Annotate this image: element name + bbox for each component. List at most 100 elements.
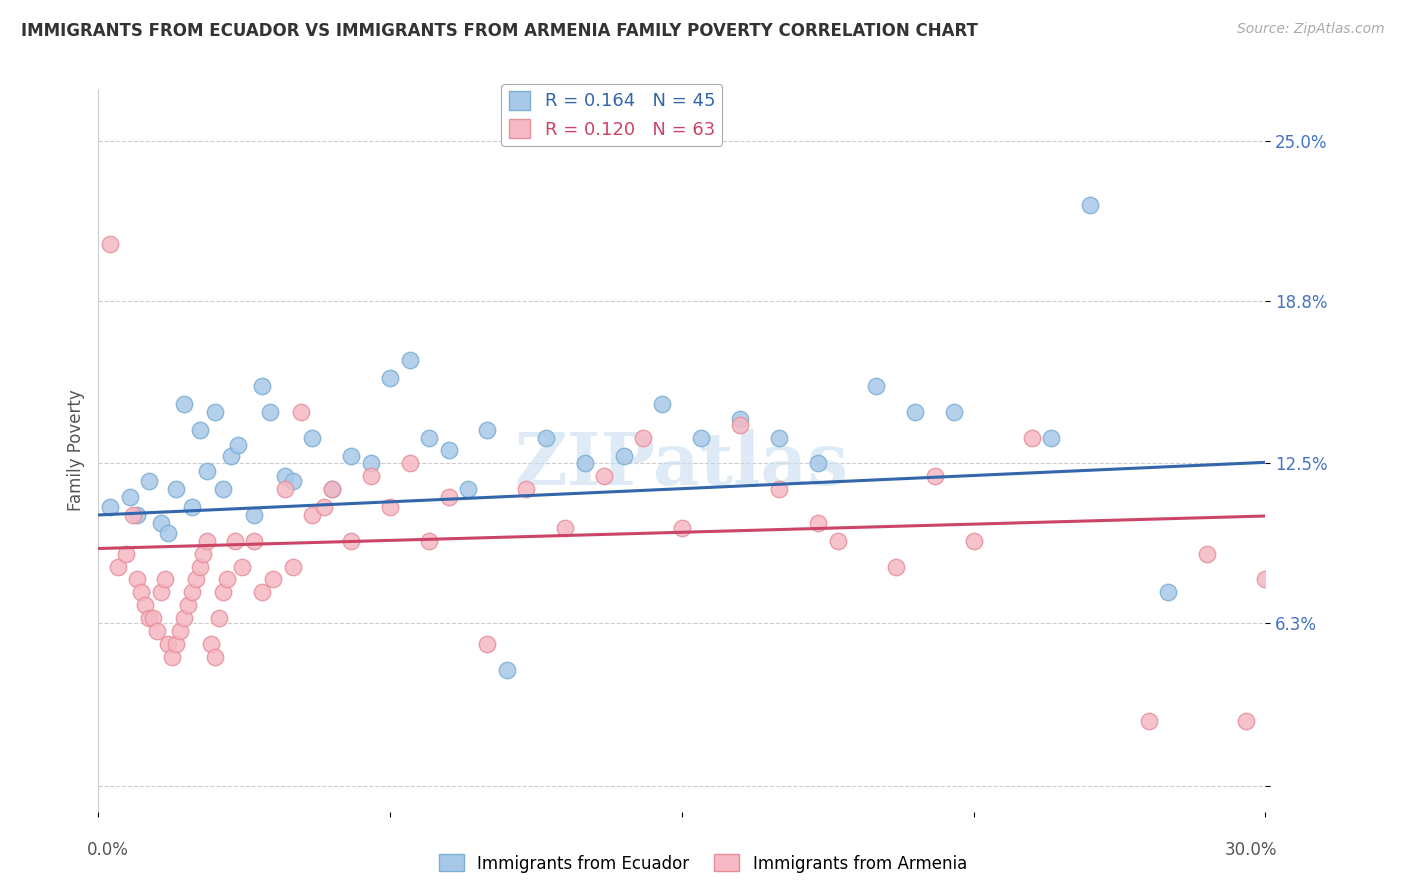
Point: [290, 405, 312, 419]
Point: [477, 637, 499, 651]
Point: [380, 500, 402, 515]
Point: [360, 456, 382, 470]
Point: [142, 611, 165, 625]
Point: [259, 405, 281, 419]
Point: [215, 573, 238, 587]
Point: [730, 412, 752, 426]
Point: [98, 500, 121, 515]
Point: [107, 559, 129, 574]
Point: [195, 464, 218, 478]
Point: [690, 431, 713, 445]
Point: [184, 573, 207, 587]
Point: [193, 547, 215, 561]
Point: [204, 649, 226, 664]
Point: [228, 438, 250, 452]
Point: [651, 397, 673, 411]
Point: [200, 637, 222, 651]
Point: [250, 379, 273, 393]
Point: [212, 585, 235, 599]
Point: [188, 559, 211, 574]
Point: [1157, 585, 1180, 599]
Point: [162, 649, 184, 664]
Point: [301, 508, 323, 522]
Point: [554, 521, 576, 535]
Text: IMMIGRANTS FROM ECUADOR VS IMMIGRANTS FROM ARMENIA FAMILY POVERTY CORRELATION CH: IMMIGRANTS FROM ECUADOR VS IMMIGRANTS FR…: [21, 22, 979, 40]
Point: [1137, 714, 1160, 729]
Text: 30.0%: 30.0%: [1225, 840, 1277, 859]
Point: [301, 431, 323, 445]
Point: [173, 611, 195, 625]
Point: [1234, 714, 1257, 729]
Point: [398, 456, 420, 470]
Point: [250, 585, 273, 599]
Point: [943, 405, 966, 419]
Point: [865, 379, 887, 393]
Point: [177, 599, 200, 613]
Point: [165, 637, 187, 651]
Point: [671, 521, 693, 535]
Point: [274, 469, 297, 483]
Point: [884, 559, 907, 574]
Point: [1254, 573, 1277, 587]
Point: [153, 573, 176, 587]
Point: [157, 526, 180, 541]
Point: [827, 533, 849, 548]
Y-axis label: Family Poverty: Family Poverty: [66, 390, 84, 511]
Point: [149, 585, 172, 599]
Point: [127, 573, 149, 587]
Point: [114, 547, 136, 561]
Point: [146, 624, 169, 639]
Point: [924, 469, 946, 483]
Point: [219, 449, 242, 463]
Point: [173, 397, 195, 411]
Point: [768, 431, 790, 445]
Point: [157, 637, 180, 651]
Point: [807, 516, 830, 530]
Point: [118, 490, 141, 504]
Point: [149, 516, 172, 530]
Point: [231, 559, 253, 574]
Text: Source: ZipAtlas.com: Source: ZipAtlas.com: [1237, 22, 1385, 37]
Point: [496, 663, 519, 677]
Point: [165, 482, 187, 496]
Text: 0.0%: 0.0%: [87, 840, 128, 859]
Point: [534, 431, 557, 445]
Point: [212, 482, 235, 496]
Point: [312, 500, 335, 515]
Point: [188, 423, 211, 437]
Point: [321, 482, 343, 496]
Point: [574, 456, 596, 470]
Text: ZIPatlas: ZIPatlas: [515, 429, 849, 500]
Point: [321, 482, 343, 496]
Point: [180, 500, 202, 515]
Point: [1021, 431, 1043, 445]
Point: [281, 559, 304, 574]
Point: [204, 405, 226, 419]
Point: [138, 611, 160, 625]
Point: [129, 585, 152, 599]
Point: [904, 405, 927, 419]
Point: [243, 533, 266, 548]
Point: [1040, 431, 1063, 445]
Point: [380, 371, 402, 385]
Point: [195, 533, 218, 548]
Point: [398, 353, 420, 368]
Point: [962, 533, 984, 548]
Point: [281, 475, 304, 489]
Point: [224, 533, 246, 548]
Point: [122, 508, 145, 522]
Point: [243, 508, 266, 522]
Point: [340, 449, 363, 463]
Point: [515, 482, 537, 496]
Point: [180, 585, 202, 599]
Point: [418, 431, 440, 445]
Point: [169, 624, 191, 639]
Point: [98, 237, 121, 252]
Point: [138, 475, 160, 489]
Point: [631, 431, 654, 445]
Point: [1195, 547, 1218, 561]
Point: [730, 417, 752, 432]
Point: [807, 456, 830, 470]
Point: [360, 469, 382, 483]
Point: [208, 611, 231, 625]
